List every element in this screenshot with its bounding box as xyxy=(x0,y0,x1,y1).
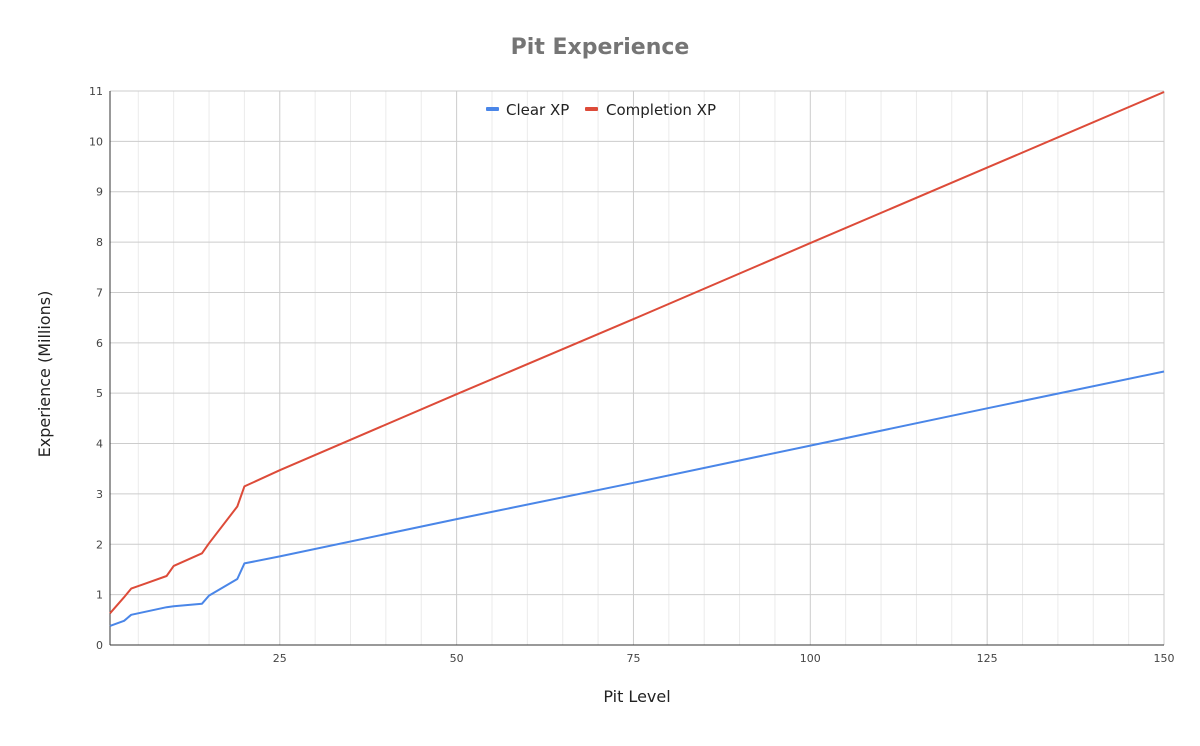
y-tick-label: 11 xyxy=(89,85,103,98)
series-line-completion-xp xyxy=(109,91,1165,614)
y-tick-label: 4 xyxy=(96,438,103,451)
y-tick-label: 8 xyxy=(96,236,103,249)
x-tick-label: 150 xyxy=(1154,652,1175,665)
y-tick-label: 10 xyxy=(89,135,103,148)
legend-label: Clear XP xyxy=(506,101,569,119)
x-tick-label: 125 xyxy=(977,652,998,665)
y-tick-label: 7 xyxy=(96,286,103,299)
legend-label: Completion XP xyxy=(606,101,716,119)
x-tick-label: 50 xyxy=(450,652,464,665)
x-tick-label: 100 xyxy=(800,652,821,665)
axes xyxy=(109,91,1164,646)
series-layer xyxy=(109,91,1165,627)
legend-swatch xyxy=(585,107,598,111)
x-axis-title: Pit Level xyxy=(603,687,670,706)
y-tick-label: 1 xyxy=(96,589,103,602)
y-tick-labels: 0 1 2 3 4 5 6 7 8 9 10 11 xyxy=(89,85,103,652)
series-line-clear-xp xyxy=(109,370,1165,627)
x-tick-labels: 25 50 75 100 125 150 xyxy=(273,652,1175,665)
y-axis-title: Experience (Millions) xyxy=(35,291,54,458)
y-tick-label: 6 xyxy=(96,337,103,350)
y-tick-label: 3 xyxy=(96,488,103,501)
y-tick-label: 9 xyxy=(96,186,103,199)
y-tick-label: 5 xyxy=(96,387,103,400)
x-tick-label: 75 xyxy=(626,652,640,665)
grid-lines xyxy=(110,90,1165,645)
y-tick-label: 2 xyxy=(96,538,103,551)
y-tick-label: 0 xyxy=(96,639,103,652)
x-tick-label: 25 xyxy=(273,652,287,665)
chart-title: Pit Experience xyxy=(511,35,690,60)
legend-swatch xyxy=(486,107,499,111)
legend: Clear XP Completion XP xyxy=(486,101,716,119)
